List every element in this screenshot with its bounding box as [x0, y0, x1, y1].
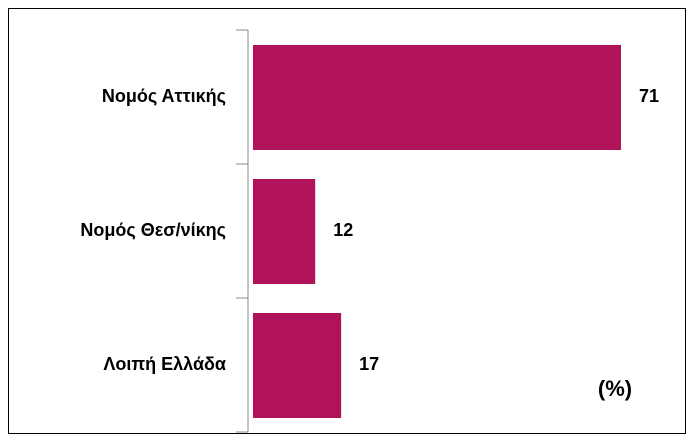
category-label: Λοιπή Ελλάδα — [103, 354, 226, 374]
bar — [253, 45, 621, 150]
category-label: Νομός Θεσ/νίκης — [80, 220, 226, 240]
value-label: 12 — [333, 220, 353, 240]
category-label: Νομός Αττικής — [102, 86, 226, 106]
bar — [253, 179, 316, 284]
value-label: 17 — [359, 354, 379, 374]
annotation: (%) — [598, 376, 632, 401]
bar — [253, 313, 342, 418]
value-label: 71 — [639, 86, 659, 106]
